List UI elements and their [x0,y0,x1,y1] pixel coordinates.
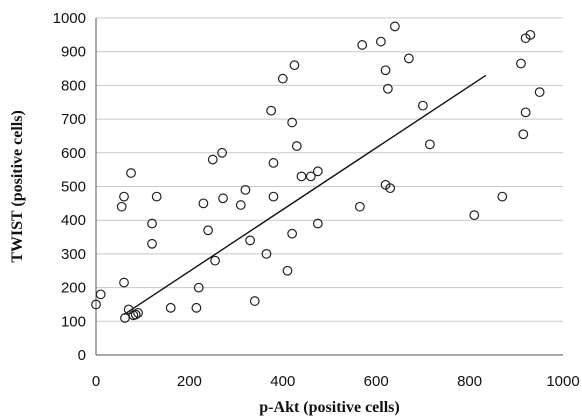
data-point [277,73,288,84]
data-point [497,191,508,202]
grid-lines [96,17,563,322]
data-point [198,198,209,209]
data-point [268,158,279,168]
y-tick-label: 1000 [53,10,86,27]
y-tick-label: 800 [61,77,86,94]
data-point [425,139,435,150]
data-points [91,21,545,323]
data-point [418,100,428,111]
data-point [291,141,302,151]
data-point [287,117,298,128]
data-point [380,65,391,76]
data-point [385,183,396,194]
data-point [95,289,106,300]
data-point [296,171,307,182]
data-point [210,255,220,266]
trendline-layer [123,74,487,316]
tick-labels: 0 100 200 300 400 500 600 700 800 900 1000 0 200 400 6… [53,10,580,390]
y-tick-label: 600 [61,145,86,162]
data-point [305,171,316,182]
x-axis-title: p-Akt (positive cells) [259,399,399,416]
data-point [266,105,277,116]
data-point [382,83,393,94]
data-point [133,307,143,318]
x-tick-label: 800 [457,373,482,390]
data-point [126,168,136,178]
x-tick-label: 1000 [546,373,579,390]
data-point [534,87,545,98]
data-point [261,248,272,259]
y-tick-label: 300 [61,246,86,263]
data-point [91,299,101,310]
data-point [147,238,157,249]
data-point [217,147,227,158]
y-tick-label: 200 [61,280,86,297]
data-point [520,107,531,118]
trendline [123,74,487,316]
data-point [312,218,323,229]
data-point [354,201,365,212]
data-point [151,191,162,202]
y-tick-label: 500 [61,179,86,196]
x-tick-label: 600 [364,373,389,390]
data-point [403,53,414,64]
data-point [191,302,202,313]
data-point [268,191,279,202]
data-point [147,218,157,229]
data-point [218,193,228,204]
data-point [203,225,213,236]
y-tick-label: 0 [78,347,86,364]
data-point [130,309,141,320]
data-point [312,166,323,177]
x-tick-label: 200 [177,373,202,390]
axes [95,18,563,356]
y-axis-title: TWIST (positive cells) [9,110,26,263]
data-point [119,191,129,202]
data-point [245,235,256,246]
data-point [193,282,204,293]
data-point [120,313,130,323]
y-tick-label: 400 [61,212,86,229]
data-point [469,210,480,221]
data-point [240,184,251,195]
y-tick-label: 700 [61,111,86,128]
data-point [389,21,400,32]
x-tick-label: 0 [92,373,100,390]
data-point [525,29,536,40]
y-tick-label: 900 [61,44,86,61]
data-point [235,200,246,210]
y-tick-label: 100 [61,313,86,330]
data-point [249,296,260,306]
data-point [357,40,368,50]
data-point [518,129,529,140]
data-point [375,36,386,47]
data-point [165,302,176,313]
data-point [516,58,526,69]
data-point [289,60,300,71]
data-point [287,228,298,239]
x-tick-label: 400 [270,373,295,390]
data-point [282,265,293,276]
data-point [207,154,218,165]
data-point [119,277,129,288]
data-point [116,201,127,212]
